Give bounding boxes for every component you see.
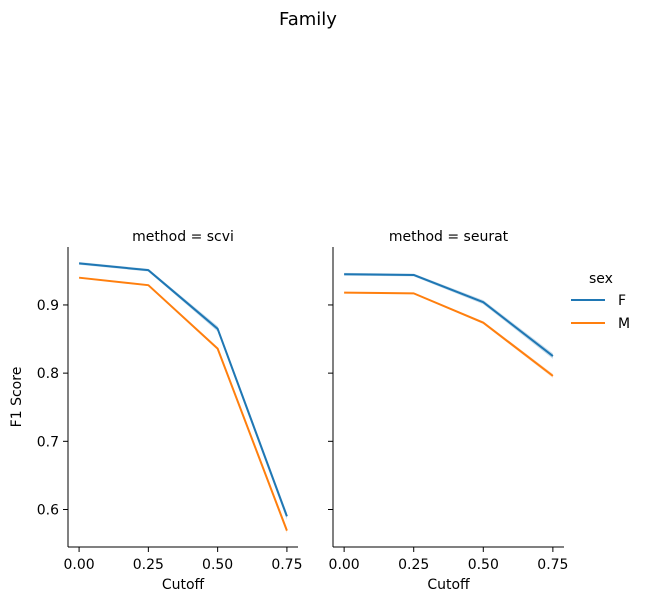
x-tick-label: 0.50 xyxy=(468,557,499,573)
x-tick-label: 0.00 xyxy=(63,557,94,573)
series-line xyxy=(78,276,288,531)
figure-title: Family xyxy=(279,9,337,30)
series-line xyxy=(78,262,288,517)
series-line xyxy=(344,273,554,357)
facet-panels: method = scvi 0.00 0.25 0.50 0.75 0.6 0.7 0.8 0.… xyxy=(37,229,569,593)
x-tick-label: 0.75 xyxy=(537,557,568,573)
legend-title: sex xyxy=(589,271,613,287)
y-axis-label: F1 Score xyxy=(9,367,25,428)
panel-title: method = scvi xyxy=(132,229,234,245)
series-line xyxy=(344,291,554,377)
x-tick-label: 0.75 xyxy=(271,557,302,573)
y-tick-label: 0.8 xyxy=(37,366,59,382)
legend: sex FM xyxy=(571,271,630,332)
series-ci-band xyxy=(79,277,287,534)
x-tick-label: 0.25 xyxy=(133,557,164,573)
series-ci-band xyxy=(344,272,553,359)
x-axis-label: Cutoff xyxy=(427,577,470,593)
panel-title: method = seurat xyxy=(389,229,509,245)
x-tick-label: 0.25 xyxy=(398,557,429,573)
facet-panel: method = scvi 0.00 0.25 0.50 0.75 0.6 0.7 0.8 0.… xyxy=(37,229,303,593)
facet-panel: method = seurat 0.00 0.25 0.50 0.75 Cutoff xyxy=(328,229,568,593)
y-tick-label: 0.6 xyxy=(37,503,59,519)
y-tick-label: 0.7 xyxy=(37,434,59,450)
legend-entry-label: F xyxy=(618,293,626,309)
legend-entry-label: M xyxy=(618,316,630,332)
x-tick-label: 0.00 xyxy=(329,557,360,573)
series-ci-band xyxy=(344,292,553,378)
y-tick-label: 0.9 xyxy=(37,298,59,314)
x-tick-label: 0.50 xyxy=(202,557,233,573)
x-axis-label: Cutoff xyxy=(162,577,205,593)
